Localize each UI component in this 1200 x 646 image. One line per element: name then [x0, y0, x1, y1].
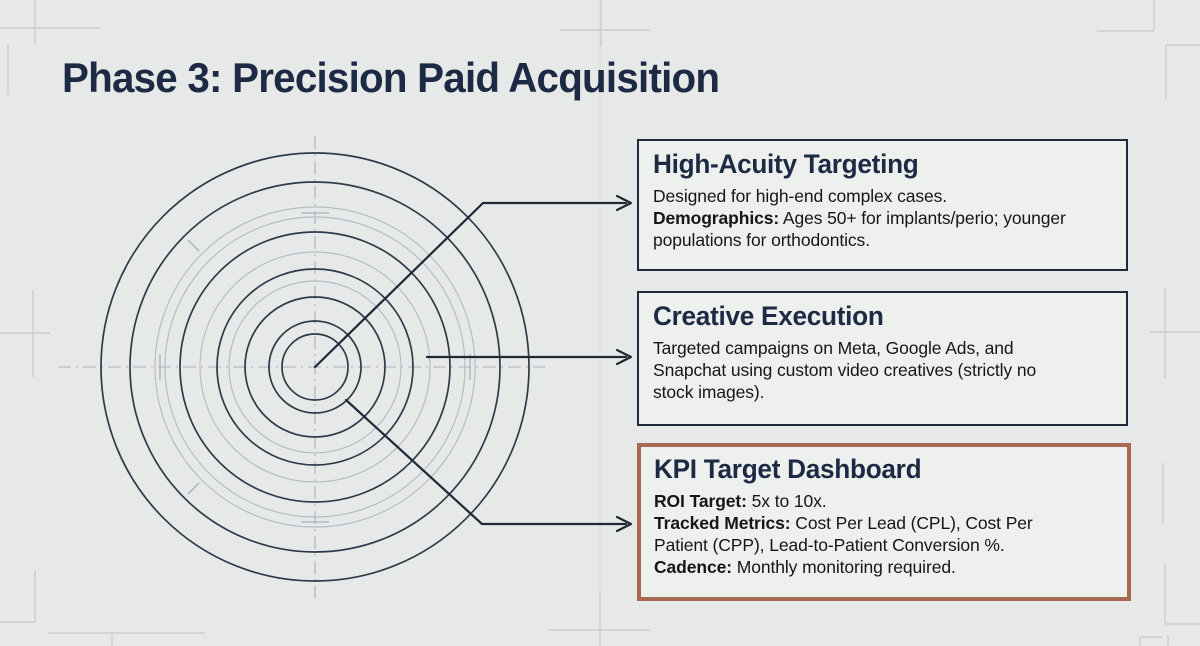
callout-text-line: Tracked Metrics: Cost Per Lead (CPL), Co… — [654, 513, 1033, 533]
callout-text-line: Patient (CPP), Lead-to-Patient Conversio… — [654, 535, 1005, 555]
callout-text-line: Designed for high-end complex cases. — [653, 186, 948, 206]
light-circle — [154, 206, 476, 528]
arrowhead-high-acuity — [615, 194, 633, 212]
arrowhead-kpi-dashboard — [615, 515, 633, 533]
dark-circle — [216, 268, 414, 466]
callout-text-line: Snapchat using custom video creatives (s… — [653, 360, 1037, 380]
connector-high-acuity — [313, 201, 628, 369]
callout-heading: Creative Execution — [653, 301, 884, 331]
callout-body: Designed for high-end complex cases. Demo… — [653, 185, 1112, 251]
callout-body: ROI Target: 5x to 10x. Tracked Metrics: C… — [654, 490, 1114, 578]
connector-kpi-dashboard — [344, 398, 628, 526]
crosshair — [58, 136, 545, 598]
callout-text-line: ROI Target: 5x to 10x. — [654, 491, 827, 511]
callout-high-acuity-targeting: High-Acuity Targeting Designed for high-… — [637, 139, 1128, 271]
callout-text-line: populations for orthodontics. — [653, 230, 870, 250]
light-circle — [228, 280, 402, 454]
dark-circle — [179, 231, 451, 503]
dark-circle — [244, 296, 386, 438]
callout-body: Targeted campaigns on Meta, Google Ads, … — [653, 337, 1112, 403]
dark-circle — [129, 181, 501, 553]
callout-text-line: Cadence: Monthly monitoring required. — [654, 557, 956, 577]
slide-title: Phase 3: Precision Paid Acquisition — [62, 54, 720, 101]
callout-kpi-target-dashboard: KPI Target Dashboard ROI Target: 5x to 1… — [637, 443, 1131, 601]
arrowhead-creative-execution — [615, 348, 633, 366]
dark-circle — [281, 333, 349, 401]
concentric-circles-dark — [100, 152, 530, 582]
connector-arrows — [313, 194, 633, 533]
callout-heading: High-Acuity Targeting — [653, 149, 919, 179]
callout-heading: KPI Target Dashboard — [654, 454, 922, 484]
callout-text-line: stock images). — [653, 382, 765, 402]
callout-text-line: Targeted campaigns on Meta, Google Ads, … — [653, 338, 1014, 358]
callout-creative-execution: Creative Execution Targeted campaigns on… — [637, 291, 1128, 426]
dark-circle — [100, 152, 530, 582]
concentric-circles-light — [154, 206, 476, 528]
dark-circle — [268, 320, 362, 414]
callout-text-line: Demographics: Ages 50+ for implants/peri… — [653, 208, 1066, 228]
light-circle — [164, 216, 466, 518]
light-circle — [199, 251, 431, 483]
